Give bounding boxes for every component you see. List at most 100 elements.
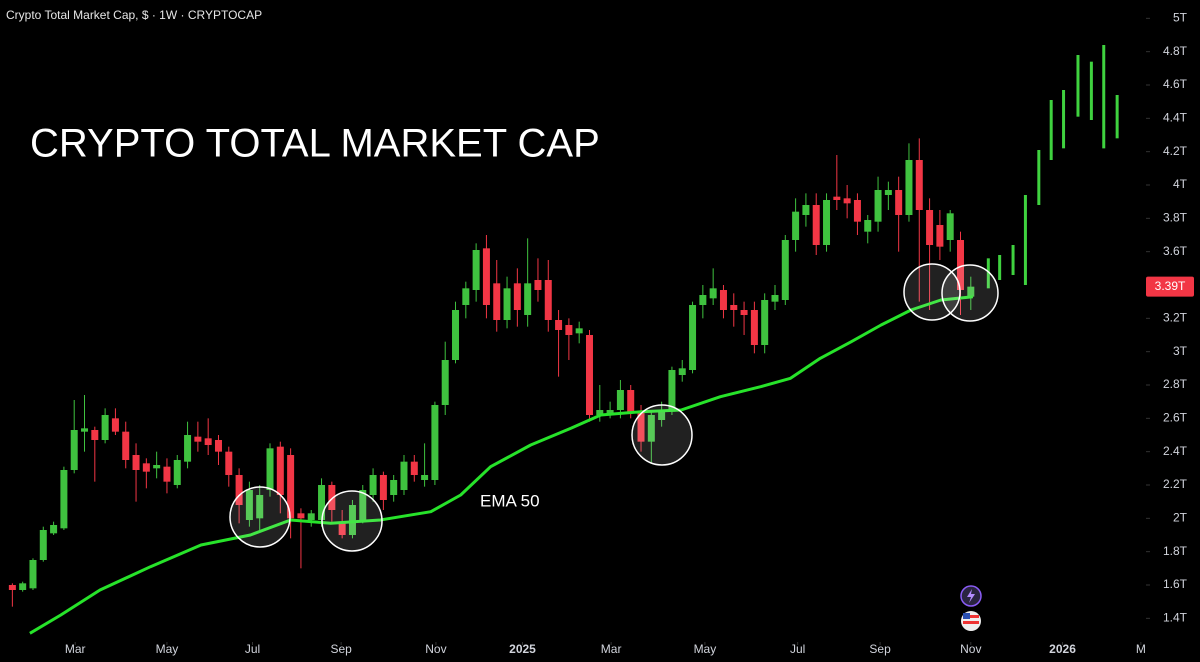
candle-body: [555, 320, 563, 330]
candle-body: [709, 288, 717, 299]
candle-body: [359, 490, 367, 520]
candle-body: [812, 205, 820, 245]
y-tick-label: 3.8T: [1163, 211, 1188, 225]
candle-body: [781, 240, 789, 300]
candle-body: [956, 240, 964, 290]
y-tick-label: 2.4T: [1163, 444, 1188, 458]
x-tick-label: Nov: [960, 642, 981, 656]
candle-body: [895, 190, 903, 215]
candle-body: [431, 405, 439, 480]
y-tick-label: 2T: [1173, 511, 1188, 525]
candle-body: [266, 448, 274, 490]
candle-body: [173, 460, 181, 485]
y-tick-label: 4.2T: [1163, 144, 1188, 158]
candle-body: [410, 461, 418, 475]
candle-body: [338, 521, 346, 535]
candle-body: [122, 431, 130, 460]
candle-body: [699, 295, 707, 305]
candle-body: [318, 485, 326, 520]
candle-body: [740, 310, 748, 315]
candle-body: [565, 325, 573, 335]
highlight-circle: [229, 486, 291, 548]
candle-body: [101, 415, 109, 440]
candle-body: [864, 220, 872, 232]
candle-body: [534, 280, 542, 290]
candle-body: [142, 463, 150, 472]
candle-body: [163, 466, 171, 482]
candle-body: [843, 198, 851, 204]
candle-body: [19, 583, 27, 590]
candle-body: [658, 411, 666, 420]
candle-body: [8, 585, 16, 590]
candle-body: [400, 461, 408, 490]
x-tick-label: May: [694, 642, 717, 656]
x-tick-label: 2026: [1049, 642, 1076, 656]
candle-body: [802, 205, 810, 215]
candle-body: [276, 446, 284, 495]
candle-body: [245, 490, 253, 520]
candle-body: [823, 200, 831, 245]
candle-body: [214, 440, 222, 452]
candle-body: [792, 211, 800, 240]
candle-body: [348, 505, 356, 535]
y-tick-label: 1.6T: [1163, 577, 1188, 591]
y-tick-label: 4.4T: [1163, 111, 1188, 125]
candle-body: [153, 465, 161, 469]
candle-body: [60, 470, 68, 529]
chart-header: Crypto Total Market Cap, $ · 1W · CRYPTO…: [6, 8, 262, 22]
candle-body: [39, 530, 47, 560]
candle-body: [225, 451, 233, 475]
ema-label: EMA 50: [480, 491, 540, 510]
x-tick-label: M: [1136, 642, 1146, 656]
x-tick-label: May: [156, 642, 179, 656]
candle-body: [287, 455, 295, 519]
candle-body: [627, 390, 635, 412]
candle-body: [441, 360, 449, 405]
y-tick-label: 3T: [1173, 344, 1188, 358]
candle-body: [668, 370, 676, 412]
candle-body: [647, 415, 655, 442]
candle-body: [616, 390, 624, 410]
plot: [8, 45, 1119, 635]
candle-body: [637, 411, 645, 442]
x-tick-label: Mar: [601, 642, 622, 656]
candle-body: [132, 455, 140, 470]
chart-title: CRYPTO TOTAL MARKET CAP: [30, 122, 600, 166]
x-tick-label: Mar: [65, 642, 86, 656]
candle-body: [544, 280, 552, 320]
flag-stripe: [963, 621, 979, 624]
candle-body: [70, 430, 78, 470]
candle-body: [771, 295, 779, 302]
x-tick-label: Jul: [790, 642, 805, 656]
highlight-circle: [321, 490, 383, 552]
candle-body: [462, 288, 470, 305]
y-tick-label: 5T: [1173, 11, 1188, 25]
candle-body: [204, 438, 212, 445]
y-tick-label: 1.8T: [1163, 544, 1188, 558]
candle-body: [81, 428, 89, 432]
x-tick-label: Sep: [330, 642, 352, 656]
y-tick-label: 1.4T: [1163, 611, 1188, 625]
candle-body: [596, 410, 604, 415]
alert-icon-glyph: [967, 589, 975, 603]
annotations: [229, 263, 999, 552]
candle-body: [833, 196, 841, 200]
x-tick-label: Nov: [425, 642, 446, 656]
y-tick-label: 2.8T: [1163, 377, 1188, 391]
candle-body: [503, 288, 511, 320]
candle-body: [884, 190, 892, 195]
y-tick-label: 4.6T: [1163, 77, 1188, 91]
x-tick-label: Jul: [245, 642, 260, 656]
candle-body: [689, 305, 697, 370]
candle-body: [194, 436, 202, 442]
last-price-tag: [1146, 276, 1194, 297]
candle-body: [493, 283, 501, 320]
candle-body: [575, 328, 583, 334]
candle-body: [390, 480, 398, 495]
flag-stripe: [963, 615, 979, 618]
candle-body: [307, 513, 315, 520]
candle-body: [421, 475, 429, 480]
highlight-circle: [941, 264, 999, 322]
